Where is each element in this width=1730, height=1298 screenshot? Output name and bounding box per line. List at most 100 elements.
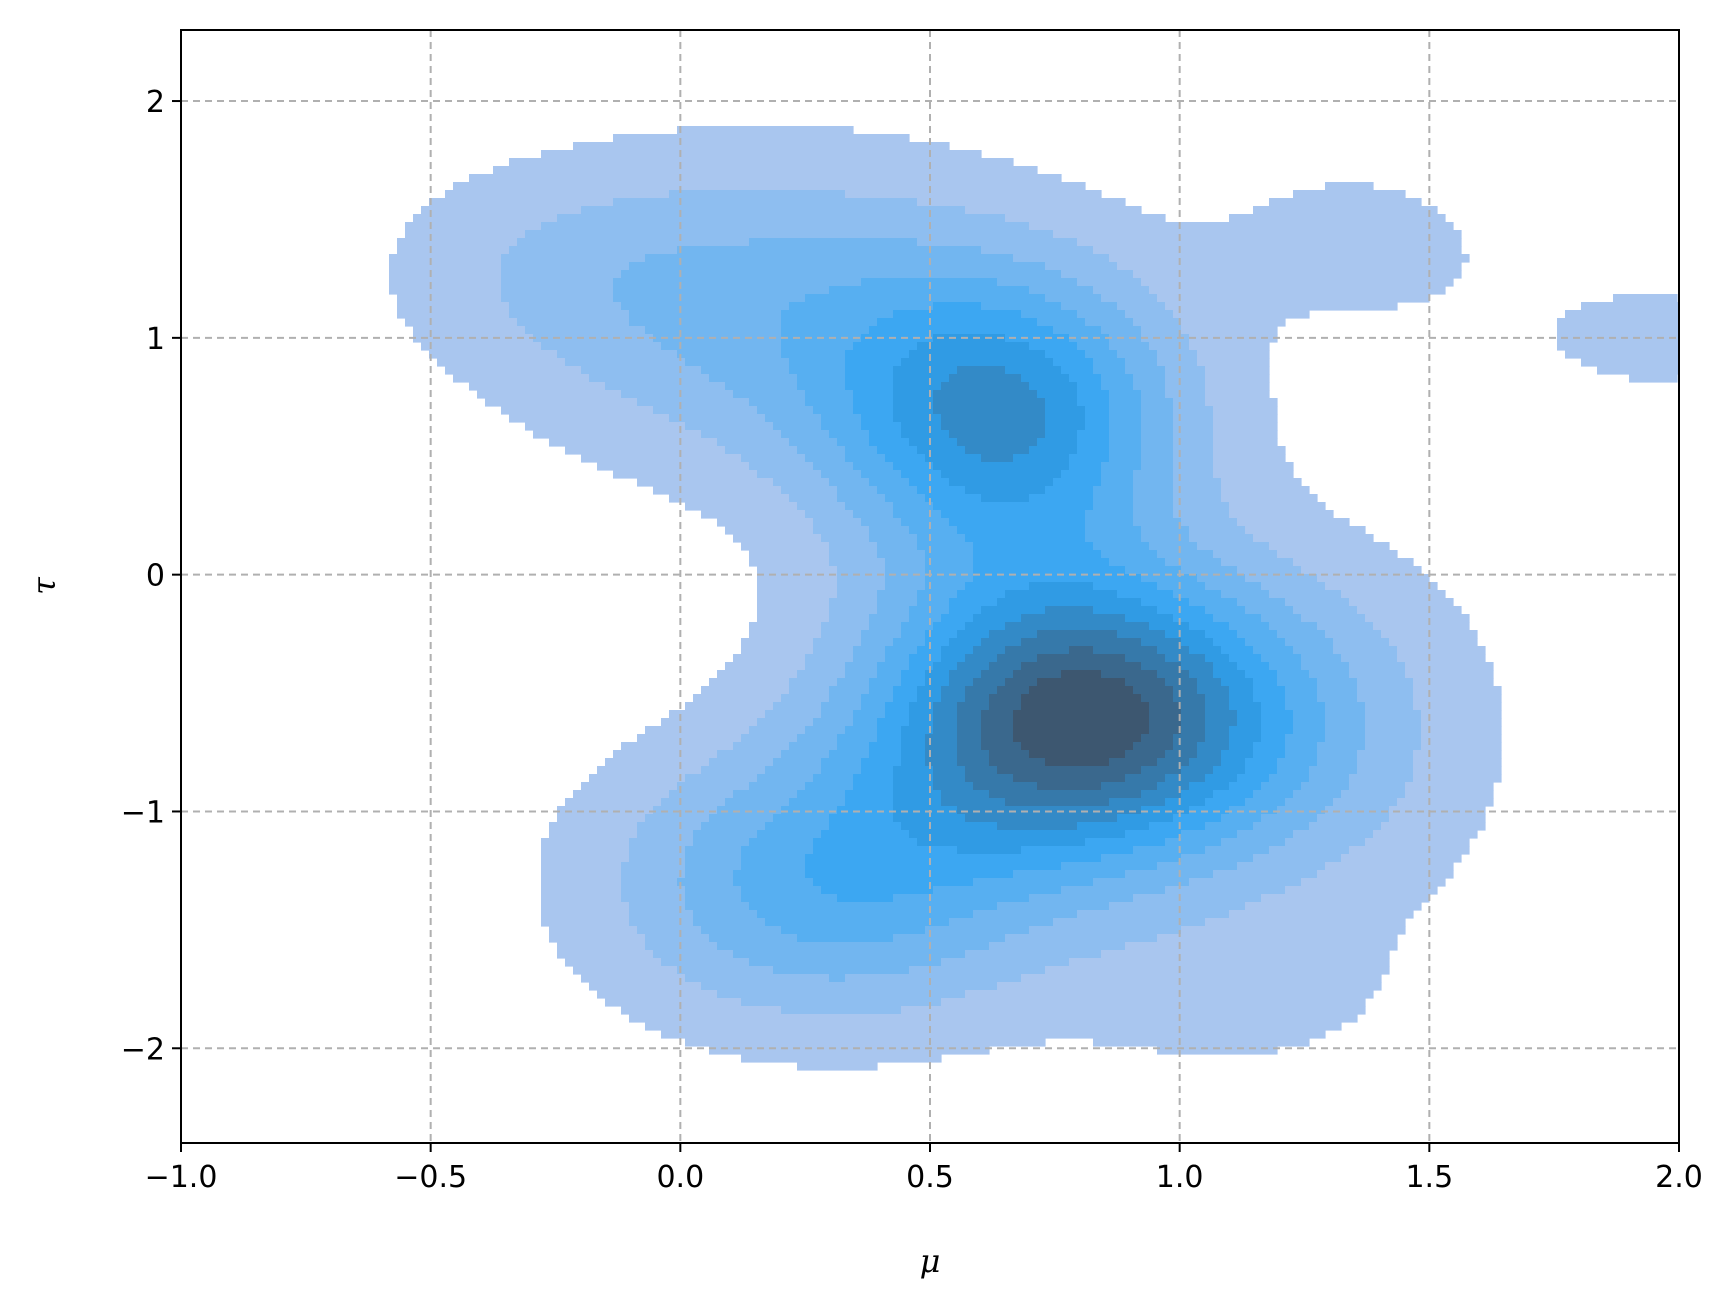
density-cell [685,358,790,367]
density-cell [1085,422,1110,431]
density-cell [1277,766,1310,775]
density-cell [597,766,702,775]
density-cell [917,838,1086,847]
density-cell [925,630,958,639]
density-cell [1205,374,1270,383]
density-cell [1141,574,1198,583]
density-cell [845,366,894,375]
density-cell [1277,670,1310,679]
density-cell [1181,638,1214,647]
density-cell [1005,798,1110,807]
density-cell [1413,766,1502,775]
density-cell [1237,518,1350,527]
density-cell [981,718,1014,727]
density-cell [861,766,894,775]
density-cell [701,982,998,991]
density-cell [1141,278,1454,287]
density-cell [1213,430,1278,439]
density-cell [965,486,1046,495]
density-cell [1157,782,1190,791]
density-cell [1421,742,1502,751]
density-cell [869,478,910,487]
density-cell [733,742,790,751]
density-cell [821,830,910,839]
density-cell [893,310,1022,319]
density-cell [917,598,950,607]
density-cell [1109,342,1150,351]
density-cell [525,422,686,431]
density-cell [997,982,1382,991]
density-cell [957,846,1022,855]
density-cell [893,398,934,407]
density-cell [1165,654,1206,663]
density-cell [797,790,846,799]
density-cell [501,262,630,271]
density-cell [893,766,934,775]
density-cell [1565,350,1679,359]
density-cell [1269,846,1350,855]
y-axis-ticks: −2 −1 0 1 2 [121,85,181,1067]
density-cell [797,382,846,391]
density-cell [1021,614,1126,623]
density-cell [829,550,878,559]
density-cell [845,974,1022,983]
density-cell [501,270,622,279]
density-cell [509,310,630,319]
density-cell [541,342,662,351]
density-cell [1077,438,1110,447]
density-cell [1229,622,1270,631]
density-cell [1253,646,1294,655]
density-cell [1293,558,1414,567]
density-cell [565,958,662,967]
density-cell [941,686,966,695]
density-cell [661,1030,1326,1039]
density-cell [405,222,542,231]
density-cell [789,366,846,375]
density-cell [877,590,918,599]
density-cell [629,1014,1358,1023]
density-cell [1061,270,1134,279]
density-cell [877,670,902,679]
density-cell [1149,822,1206,831]
density-cell [1405,662,1494,671]
density-cell [989,662,1022,671]
x-tick-label: 0.5 [906,1160,954,1195]
density-cell [941,798,1006,807]
density-cell [981,302,1062,311]
density-cell [549,934,646,943]
density-cell [1069,646,1094,655]
density-cell [845,790,894,799]
density-cell [981,742,1022,751]
density-cell [741,454,806,463]
density-cell [1213,446,1286,455]
density-cell [501,294,614,303]
density-cell [1005,590,1118,599]
density-cell [1117,302,1166,311]
density-cell [965,446,1030,455]
density-cell [941,414,1046,423]
density-cell [797,502,846,511]
density-cell [1029,894,1134,903]
density-cell [989,758,1046,767]
density-cell [1093,366,1126,375]
density-cell [653,950,734,959]
density-cell [509,158,1014,167]
density-cell [1213,766,1246,775]
density-cell [805,510,854,519]
density-cell [917,486,966,495]
density-cell [1357,686,1414,695]
density-cell [653,806,718,815]
density-cell [1205,398,1278,407]
density-cell [1165,374,1206,383]
density-cell [1109,558,1166,567]
density-cell [837,438,870,447]
density-cell [965,534,1086,543]
density-cell [1141,694,1174,703]
density-cell [581,974,686,983]
density-cell [685,1038,1046,1047]
density-cell [1077,430,1110,439]
density-cell [757,582,838,591]
density-cell [389,278,502,287]
density-cell [1205,702,1230,711]
density-cell [901,358,1054,367]
